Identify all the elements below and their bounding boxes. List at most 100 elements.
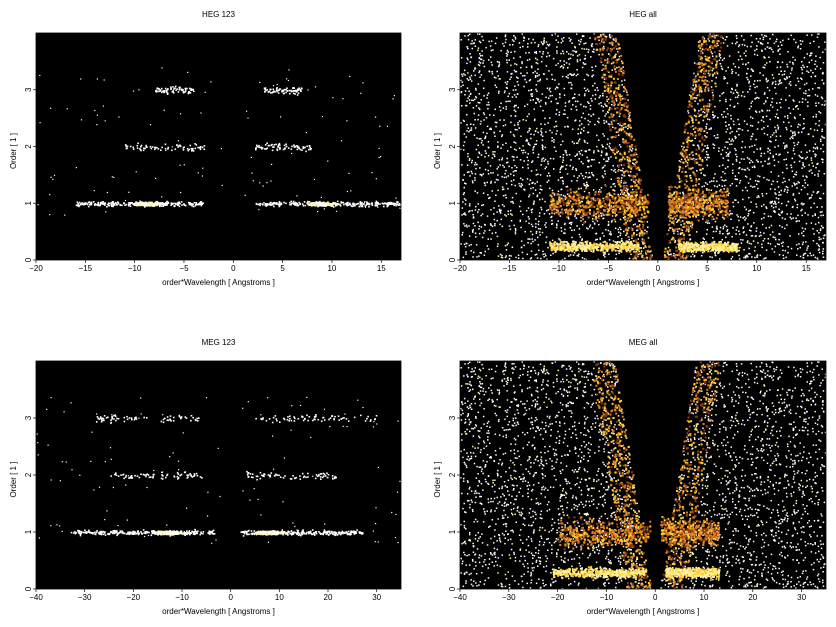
event-point (465, 136, 467, 138)
event-point (805, 90, 807, 92)
event-point (605, 121, 608, 123)
event-point (549, 187, 551, 190)
x-tick-label: −5 (179, 264, 189, 273)
event-point (537, 223, 540, 226)
event-point (473, 70, 475, 72)
event-point (732, 201, 734, 204)
event-point (464, 225, 466, 227)
event-point (793, 116, 796, 118)
event-point (696, 73, 699, 76)
event-point (611, 48, 613, 51)
event-point (730, 118, 732, 120)
event-point (112, 205, 114, 208)
event-point (623, 158, 626, 161)
event-point (537, 45, 539, 48)
event-point (39, 122, 41, 124)
event-point (578, 158, 580, 160)
event-point (633, 163, 635, 165)
event-point (631, 228, 634, 230)
event-point (790, 34, 792, 37)
event-point (221, 184, 223, 186)
event-point (544, 102, 547, 104)
event-point (747, 68, 749, 70)
event-point (538, 220, 540, 223)
event-point (572, 166, 574, 169)
event-point (508, 225, 511, 227)
event-point (754, 86, 756, 89)
event-point (462, 231, 464, 234)
event-point (491, 64, 493, 66)
event-point (506, 157, 508, 160)
event-point (731, 70, 734, 73)
event-point (686, 142, 689, 145)
event-point (531, 182, 533, 184)
event-point (795, 220, 798, 223)
event-point (526, 46, 529, 48)
event-point (603, 47, 605, 50)
event-point (634, 151, 637, 154)
event-point (544, 167, 546, 170)
event-point (795, 217, 797, 219)
event-point (490, 224, 492, 226)
event-point (177, 140, 179, 142)
event-point (743, 256, 745, 259)
event-point (721, 149, 724, 151)
event-point (375, 203, 377, 205)
event-point (188, 148, 190, 151)
event-point (510, 173, 512, 175)
event-point (153, 203, 155, 205)
event-point (818, 87, 821, 89)
event-point (164, 143, 167, 146)
event-point (541, 198, 544, 200)
event-point (800, 77, 802, 79)
event-point (736, 41, 738, 43)
event-point (478, 61, 481, 63)
event-point (695, 178, 697, 180)
event-point (270, 180, 272, 182)
event-point (560, 227, 562, 229)
event-point (676, 228, 679, 230)
event-point (171, 146, 173, 148)
event-point (346, 204, 348, 207)
event-point (777, 126, 780, 129)
event-point (589, 37, 591, 39)
event-point (139, 202, 141, 205)
event-point (721, 185, 723, 187)
event-point (754, 166, 756, 169)
event-point (275, 89, 278, 92)
event-point (764, 64, 766, 66)
event-point (762, 38, 765, 41)
event-point (195, 144, 198, 146)
event-point (357, 202, 360, 205)
event-point (246, 110, 248, 112)
event-point (769, 188, 772, 190)
event-point (526, 156, 528, 159)
event-point (718, 147, 720, 149)
event-point (617, 241, 620, 243)
event-point (634, 223, 636, 225)
event-point (724, 167, 727, 170)
event-point (756, 148, 758, 150)
event-point (486, 245, 489, 247)
event-point (629, 160, 632, 163)
event-point (463, 198, 466, 200)
event-point (535, 143, 537, 145)
event-point (804, 212, 806, 214)
event-point (178, 144, 180, 147)
event-point (472, 42, 474, 45)
event-point (535, 140, 538, 142)
event-point (824, 100, 826, 102)
event-point (576, 69, 578, 71)
event-point (478, 40, 481, 43)
event-point (610, 169, 613, 171)
event-point (601, 151, 603, 154)
event-point (608, 71, 610, 73)
event-point (749, 124, 752, 127)
event-point (750, 34, 752, 37)
event-point (178, 86, 181, 89)
event-point (734, 135, 736, 138)
event-point (488, 70, 490, 72)
event-point (703, 105, 705, 108)
event-point (470, 74, 473, 77)
event-point (103, 79, 105, 81)
